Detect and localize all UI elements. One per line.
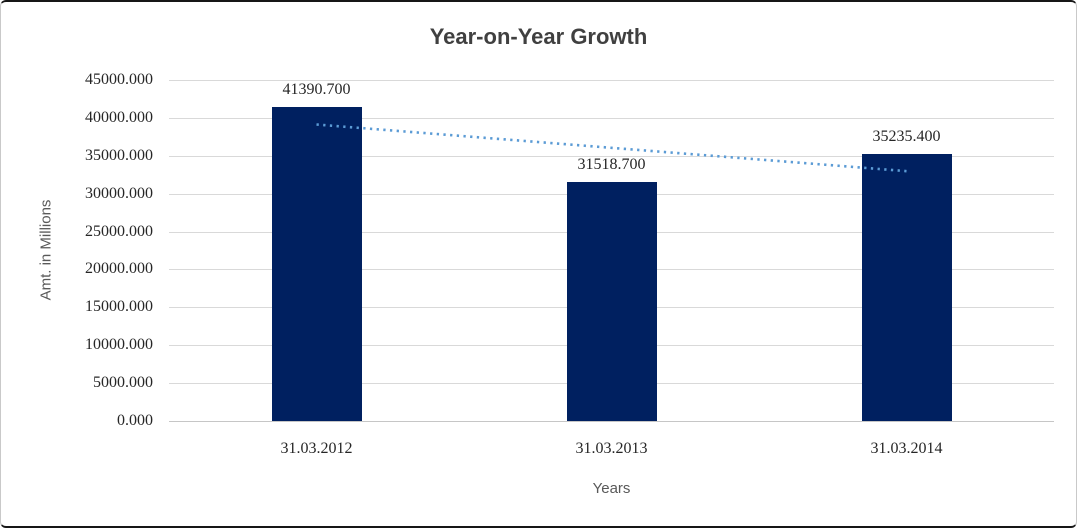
chart-title: Year-on-Year Growth [429, 24, 648, 49]
y-tick-label: 45000.000 [85, 71, 153, 88]
x-tick-label: 31.03.2014 [870, 440, 943, 457]
bar-data-label: 31518.700 [577, 156, 646, 174]
x-axis-title: Years [592, 480, 631, 497]
bar-data-label: 41390.700 [282, 81, 351, 99]
y-tick-label: 30000.000 [85, 184, 153, 202]
y-tick-label: 20000.000 [85, 260, 153, 278]
bar-data-label: 35235.400 [872, 127, 941, 145]
gridline [169, 80, 1054, 81]
x-tick-label: 31.03.2012 [280, 440, 353, 457]
y-tick-label: 25000.000 [85, 222, 153, 240]
y-tick-label: 0.000 [117, 412, 153, 429]
bar [566, 182, 657, 421]
y-tick-label: 35000.000 [85, 146, 153, 164]
y-axis-title: Amt. in Millions [37, 199, 55, 301]
x-tick-label: 31.03.2013 [575, 440, 648, 457]
y-tick-label: 5000.000 [93, 374, 153, 392]
y-tick-label: 15000.000 [85, 298, 153, 316]
y-tick-label: 10000.000 [85, 336, 153, 354]
bar [271, 107, 362, 421]
bar [861, 153, 952, 421]
y-tick-label: 40000.000 [85, 108, 153, 126]
gridline [169, 421, 1054, 422]
gridline [169, 117, 1054, 119]
